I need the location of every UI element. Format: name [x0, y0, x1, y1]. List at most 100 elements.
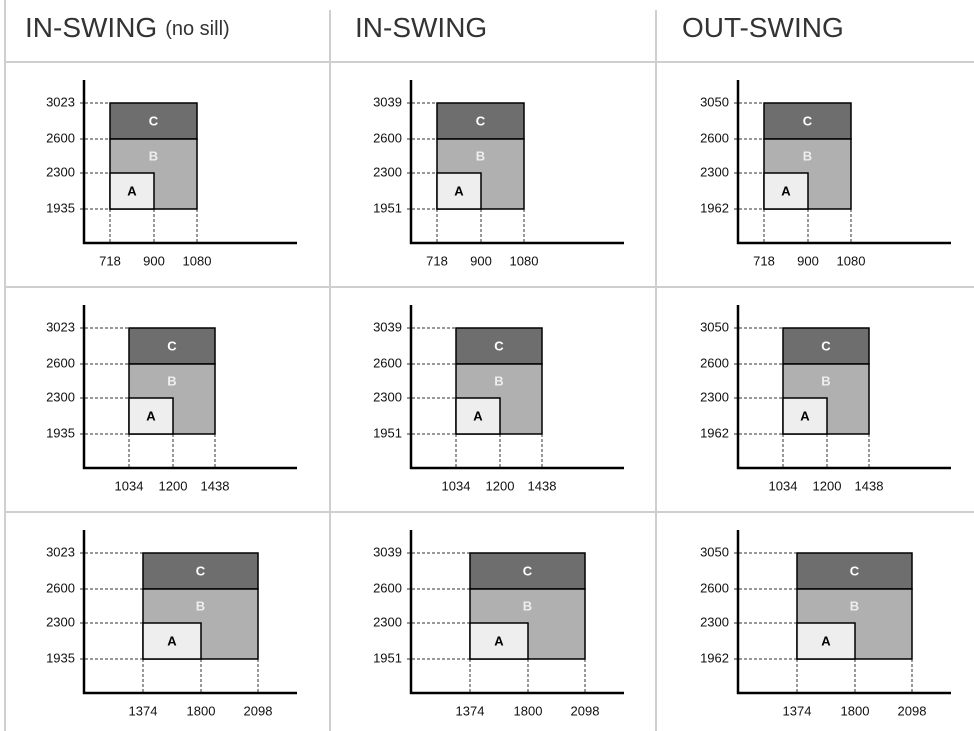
box-label: A — [494, 633, 504, 648]
box-label: A — [167, 633, 177, 648]
box-a — [782, 397, 828, 435]
y-label: 2600 — [700, 580, 729, 595]
cell-diagram: C B A 3039 2600 2300 1951 718 900 1080 — [373, 80, 624, 268]
box-label: C — [149, 113, 159, 128]
cell-diagram: C B A 3039 2600 2300 1951 1374 1800 2098 — [373, 530, 624, 718]
y-label: 1935 — [46, 650, 75, 665]
x-label: 1080 — [183, 253, 212, 268]
box-a — [142, 622, 202, 660]
y-label: 2300 — [46, 614, 75, 629]
y-label: 2600 — [46, 580, 75, 595]
column-header: IN-SWING — [355, 12, 487, 43]
x-label: 1080 — [837, 253, 866, 268]
y-label: 1951 — [373, 425, 402, 440]
header-title: IN-SWING — [355, 12, 487, 43]
box-c — [782, 327, 870, 365]
header-title: OUT-SWING — [682, 12, 844, 43]
box-label: B — [850, 598, 859, 613]
box-label: A — [127, 183, 137, 198]
y-label: 3023 — [46, 94, 75, 109]
box-c — [763, 102, 852, 140]
box-label: A — [821, 633, 831, 648]
x-label: 900 — [797, 253, 819, 268]
box-label: C — [476, 113, 486, 128]
box-label: B — [523, 598, 532, 613]
y-label: 3050 — [700, 319, 729, 334]
y-label: 3039 — [373, 94, 402, 109]
y-label: 2300 — [700, 164, 729, 179]
cell-diagram: C B A 3039 2600 2300 1951 1034 1200 1438 — [373, 305, 624, 493]
x-label: 1438 — [855, 478, 884, 493]
cell-diagram: C B A 3050 2600 2300 1962 1034 1200 1438 — [700, 305, 951, 493]
box-a — [109, 172, 155, 210]
x-label: 1374 — [456, 703, 485, 718]
cell-diagram: C B A 3023 2600 2300 1935 1374 1800 2098 — [46, 530, 297, 718]
box-label: C — [196, 563, 206, 578]
x-label: 1034 — [769, 478, 798, 493]
x-label: 1080 — [510, 253, 539, 268]
y-label: 2300 — [373, 614, 402, 629]
y-label: 1962 — [700, 200, 729, 215]
x-label: 1034 — [115, 478, 144, 493]
box-label: B — [494, 373, 503, 388]
y-label: 3039 — [373, 544, 402, 559]
x-label: 1800 — [514, 703, 543, 718]
x-label: 1200 — [486, 478, 515, 493]
x-label: 718 — [99, 253, 121, 268]
box-c — [142, 552, 259, 590]
x-label: 2098 — [571, 703, 600, 718]
box-label: A — [146, 408, 156, 423]
box-a — [455, 397, 501, 435]
box-a — [796, 622, 856, 660]
x-label: 718 — [426, 253, 448, 268]
box-label: B — [167, 373, 176, 388]
cell-diagram: C B A 3050 2600 2300 1962 1374 1800 2098 — [700, 530, 951, 718]
box-label: C — [803, 113, 813, 128]
box-a — [469, 622, 529, 660]
cell-diagram: C B A 3023 2600 2300 1935 718 900 1080 — [46, 80, 297, 268]
y-label: 2300 — [46, 389, 75, 404]
y-label: 2600 — [700, 130, 729, 145]
y-label: 2300 — [373, 164, 402, 179]
box-c — [436, 102, 525, 140]
y-label: 2600 — [700, 355, 729, 370]
cell-diagram: C B A 3023 2600 2300 1935 1034 1200 1438 — [46, 305, 297, 493]
x-label: 1374 — [129, 703, 158, 718]
y-label: 2600 — [373, 355, 402, 370]
box-label: A — [781, 183, 791, 198]
y-label: 1935 — [46, 425, 75, 440]
y-label: 2300 — [700, 614, 729, 629]
x-label: 2098 — [898, 703, 927, 718]
box-c — [469, 552, 586, 590]
y-label: 3023 — [46, 544, 75, 559]
y-label: 1935 — [46, 200, 75, 215]
box-label: A — [800, 408, 810, 423]
box-label: A — [473, 408, 483, 423]
header-note: (no sill) — [165, 18, 229, 40]
x-label: 1438 — [528, 478, 557, 493]
y-label: 1951 — [373, 650, 402, 665]
x-label: 1800 — [841, 703, 870, 718]
x-label: 1438 — [201, 478, 230, 493]
box-label: C — [167, 338, 177, 353]
x-label: 1200 — [813, 478, 842, 493]
y-label: 3050 — [700, 94, 729, 109]
y-label: 3039 — [373, 319, 402, 334]
x-label: 2098 — [244, 703, 273, 718]
box-label: C — [821, 338, 831, 353]
header-title: IN-SWING — [25, 12, 157, 43]
box-a — [128, 397, 174, 435]
y-label: 2300 — [373, 389, 402, 404]
box-label: C — [850, 563, 860, 578]
box-c — [128, 327, 216, 365]
box-label: B — [196, 598, 205, 613]
y-label: 3050 — [700, 544, 729, 559]
column-header: IN-SWING (no sill) — [25, 12, 230, 43]
box-label: C — [494, 338, 504, 353]
x-label: 900 — [143, 253, 165, 268]
box-label: B — [476, 148, 485, 163]
y-label: 1951 — [373, 200, 402, 215]
box-label: B — [821, 373, 830, 388]
y-label: 3023 — [46, 319, 75, 334]
